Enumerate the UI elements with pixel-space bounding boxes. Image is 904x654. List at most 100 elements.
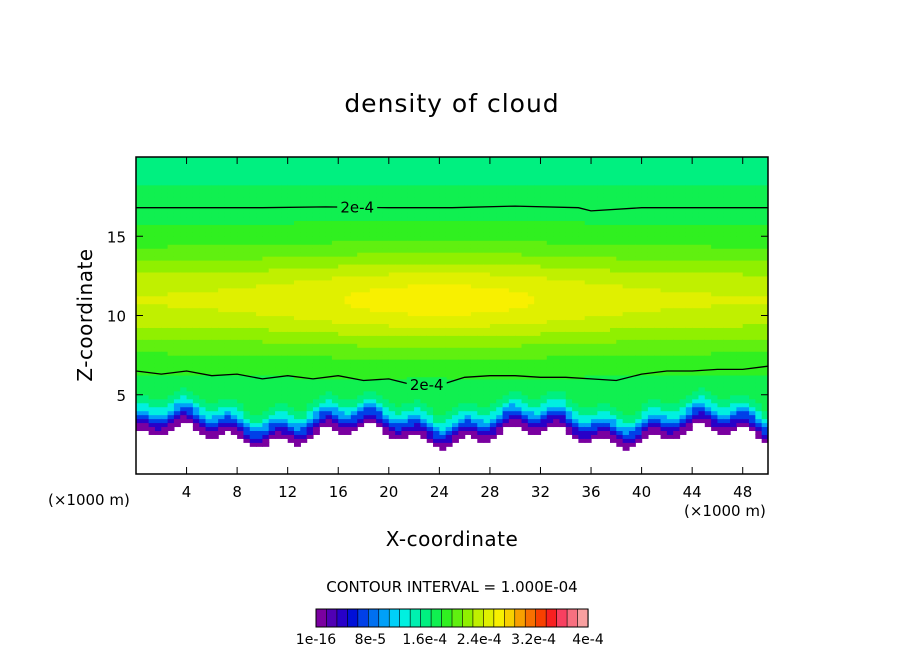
field-cell <box>502 248 510 253</box>
field-cell <box>527 275 535 281</box>
field-cell <box>287 382 295 388</box>
field-cell <box>439 196 447 202</box>
field-cell <box>426 275 434 281</box>
field-cell <box>224 410 232 416</box>
field-cell <box>489 287 497 293</box>
field-cell <box>161 232 169 237</box>
field-cell <box>414 184 421 190</box>
field-cell <box>572 271 579 277</box>
field-cell <box>414 327 421 332</box>
field-cell <box>502 263 510 269</box>
field-cell <box>540 252 548 257</box>
field-cell <box>331 323 339 328</box>
field-cell <box>281 172 289 178</box>
field-cell <box>414 244 421 249</box>
field-cell <box>407 374 415 380</box>
field-cell <box>540 319 548 325</box>
field-cell <box>350 390 358 396</box>
field-cell <box>211 426 219 432</box>
field-cell <box>199 204 207 210</box>
field-cell <box>357 240 365 245</box>
field-cell <box>363 335 371 340</box>
field-cell <box>275 351 282 356</box>
field-cell <box>407 184 415 190</box>
field-cell <box>515 160 523 166</box>
field-cell <box>363 355 371 360</box>
field-cell <box>218 188 226 194</box>
field-cell <box>489 180 497 186</box>
field-cell <box>180 418 188 424</box>
field-cell <box>401 386 409 392</box>
field-cell <box>534 168 542 174</box>
field-cell <box>540 176 548 182</box>
field-cell <box>344 331 352 336</box>
field-cell <box>515 267 523 273</box>
field-cell <box>508 386 516 392</box>
field-cell <box>565 275 573 281</box>
field-cell <box>565 343 573 348</box>
field-cell <box>477 363 485 368</box>
field-cell <box>186 351 194 356</box>
field-cell <box>312 327 320 332</box>
field-cell <box>294 335 301 340</box>
field-cell <box>420 196 428 202</box>
field-cell <box>502 327 510 332</box>
field-cell <box>249 295 257 301</box>
field-cell <box>243 339 251 344</box>
field-cell <box>420 283 428 289</box>
field-cell <box>388 220 396 225</box>
field-cell <box>249 319 257 325</box>
field-cell <box>249 406 257 412</box>
field-cell <box>249 390 257 396</box>
field-cell <box>136 394 143 400</box>
field-cell <box>515 394 523 400</box>
field-cell <box>527 244 535 249</box>
field-cell <box>142 200 150 206</box>
field-cell <box>464 236 472 241</box>
field-cell <box>559 410 567 416</box>
field-cell <box>395 370 403 376</box>
field-cell <box>230 275 238 281</box>
field-cell <box>312 359 320 364</box>
field-cell <box>445 192 453 198</box>
field-cell <box>452 370 459 376</box>
field-cell <box>180 200 188 206</box>
field-cell <box>136 232 143 237</box>
field-cell <box>357 363 365 368</box>
field-cell <box>559 279 567 285</box>
field-cell <box>300 271 308 277</box>
field-cell <box>312 263 320 269</box>
field-cell <box>186 252 194 257</box>
field-cell <box>470 248 478 253</box>
field-cell <box>287 232 295 237</box>
field-cell <box>300 347 308 352</box>
field-cell <box>382 228 390 233</box>
field-cell <box>167 204 175 210</box>
field-cell <box>521 307 529 313</box>
field-cell <box>559 216 567 221</box>
field-cell <box>186 260 194 265</box>
field-cell <box>521 287 529 293</box>
field-cell <box>331 299 339 305</box>
field-cell <box>369 319 377 325</box>
field-cell <box>433 184 440 190</box>
field-cell <box>477 248 485 253</box>
field-cell <box>268 240 276 245</box>
field-cell <box>534 236 542 241</box>
field-cell <box>553 172 561 178</box>
field-cell <box>489 263 497 269</box>
field-cell <box>426 422 434 428</box>
field-cell <box>420 240 428 245</box>
field-cell <box>319 394 327 400</box>
field-cell <box>388 343 396 348</box>
field-cell <box>363 196 371 202</box>
field-cell <box>452 184 459 190</box>
field-cell <box>186 212 194 218</box>
field-cell <box>237 176 245 182</box>
field-cell <box>363 374 371 380</box>
field-cell <box>464 164 472 170</box>
field-cell <box>464 390 472 396</box>
field-cell <box>249 176 257 182</box>
field-cell <box>407 331 415 336</box>
field-cell <box>256 394 263 400</box>
